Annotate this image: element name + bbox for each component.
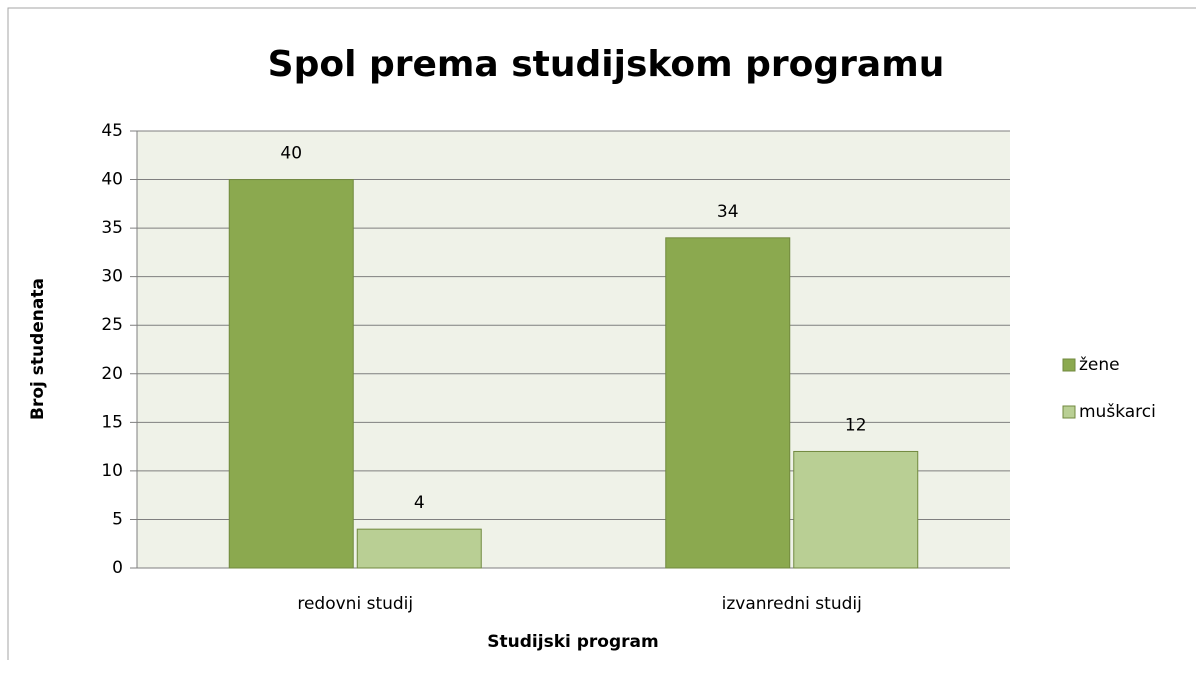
x-axis-label: Studijski program <box>487 632 658 652</box>
data-label: 12 <box>845 415 867 435</box>
chart-title: Spol prema studijskom programu <box>268 44 945 85</box>
legend-label: žene <box>1079 355 1120 375</box>
data-label: 40 <box>280 144 302 164</box>
x-tick-label: redovni studij <box>297 594 413 614</box>
y-tick-label: 10 <box>101 461 123 481</box>
data-label: 4 <box>414 493 425 513</box>
y-tick-label: 5 <box>112 509 123 529</box>
y-tick-label: 35 <box>101 218 123 238</box>
bar <box>228 179 354 569</box>
x-tick-label: izvanredni studij <box>722 594 862 614</box>
y-tick-label: 20 <box>101 364 123 384</box>
bar <box>356 528 482 569</box>
y-tick-label: 15 <box>101 412 123 432</box>
data-label: 34 <box>717 202 739 222</box>
legend-swatch <box>1062 405 1076 419</box>
bar <box>793 450 919 569</box>
bar <box>665 237 791 569</box>
y-tick-label: 25 <box>101 315 123 335</box>
legend-swatch <box>1062 358 1076 372</box>
y-tick-label: 40 <box>101 170 123 190</box>
y-tick-label: 0 <box>112 558 123 578</box>
legend-label: muškarci <box>1079 402 1156 422</box>
chart-border <box>7 7 1196 660</box>
y-axis-label: Broj studenata <box>28 278 48 420</box>
y-tick-label: 45 <box>101 121 123 141</box>
y-tick-label: 30 <box>101 267 123 287</box>
